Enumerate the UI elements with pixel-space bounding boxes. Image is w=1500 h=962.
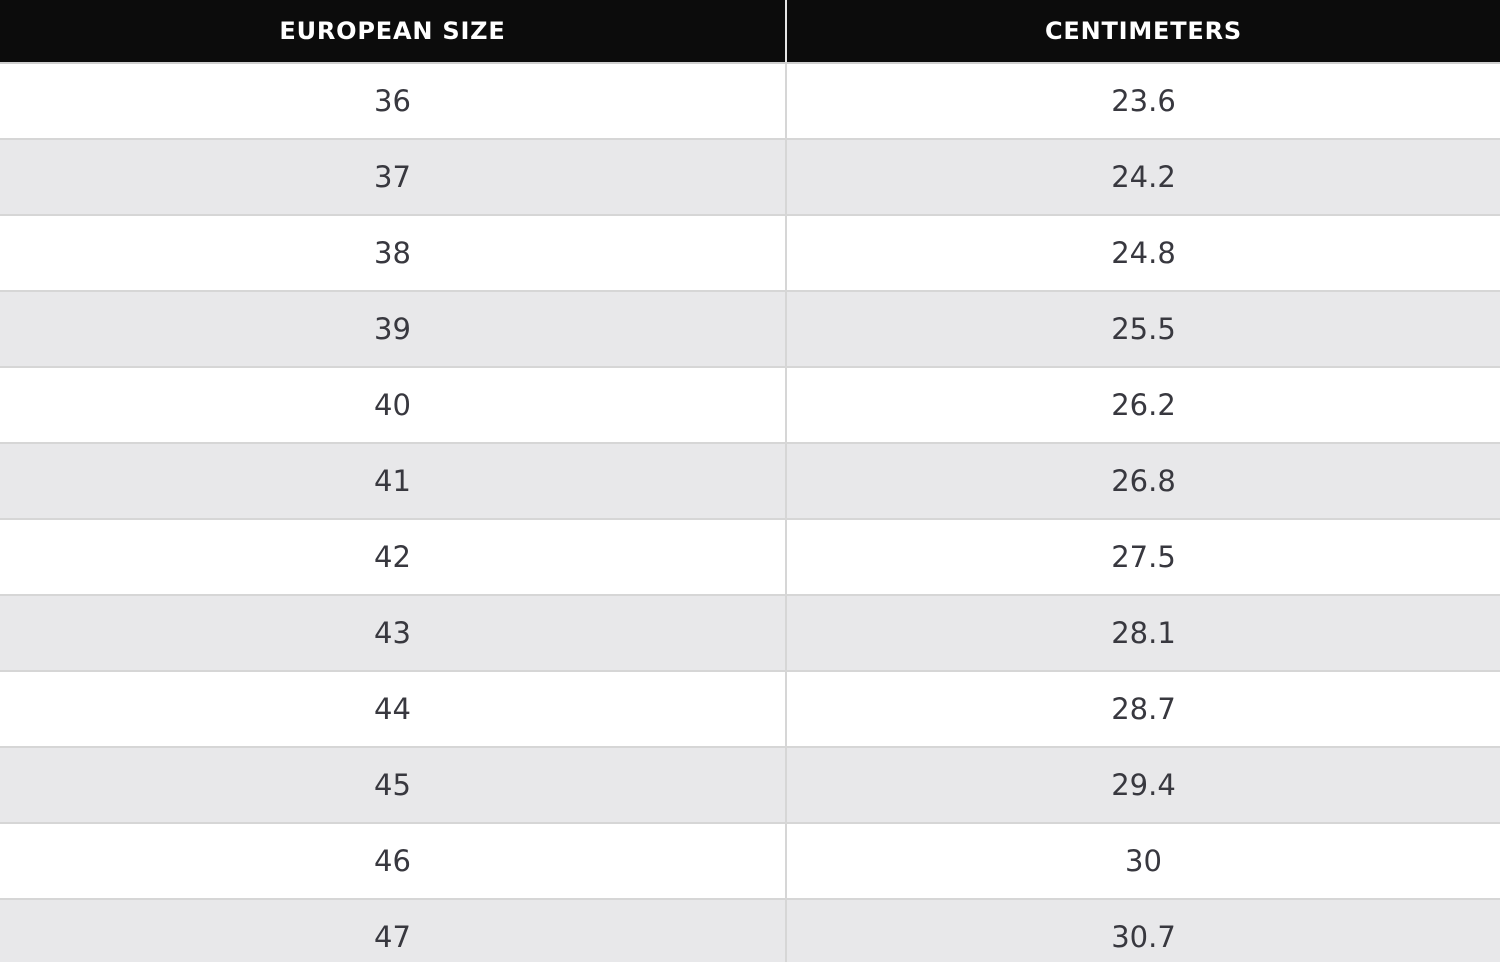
cm-value-cell: 28.7 bbox=[785, 671, 1500, 748]
cm-value-cell: 24.2 bbox=[785, 139, 1500, 216]
table-row: 46 30 bbox=[0, 823, 1500, 900]
eu-size-cell: 46 bbox=[0, 823, 786, 900]
table-row: 44 28.7 bbox=[0, 671, 1500, 748]
cm-value-cell: 30 bbox=[785, 823, 1500, 900]
eu-size-cell: 37 bbox=[0, 139, 786, 216]
column-header-centimeters: CENTIMETERS bbox=[785, 0, 1500, 64]
eu-size-cell: 40 bbox=[0, 367, 786, 444]
cm-value-cell: 28.1 bbox=[785, 595, 1500, 672]
cm-value-cell: 26.2 bbox=[785, 367, 1500, 444]
cm-value-cell: 30.7 bbox=[785, 899, 1500, 962]
table-row: 42 27.5 bbox=[0, 519, 1500, 596]
table-row: 45 29.4 bbox=[0, 747, 1500, 824]
table-row: 38 24.8 bbox=[0, 215, 1500, 292]
table-row: 39 25.5 bbox=[0, 291, 1500, 368]
table-row: 47 30.7 bbox=[0, 899, 1500, 962]
eu-size-cell: 42 bbox=[0, 519, 786, 596]
cm-value-cell: 26.8 bbox=[785, 443, 1500, 520]
header-row: EUROPEAN SIZE CENTIMETERS bbox=[0, 0, 1500, 64]
table-row: 41 26.8 bbox=[0, 443, 1500, 520]
eu-size-cell: 41 bbox=[0, 443, 786, 520]
eu-size-cell: 38 bbox=[0, 215, 786, 292]
eu-size-cell: 39 bbox=[0, 291, 786, 368]
cm-value-cell: 25.5 bbox=[785, 291, 1500, 368]
table-row: 43 28.1 bbox=[0, 595, 1500, 672]
cm-value-cell: 23.6 bbox=[785, 63, 1500, 140]
cm-value-cell: 24.8 bbox=[785, 215, 1500, 292]
eu-size-cell: 45 bbox=[0, 747, 786, 824]
column-header-european-size: EUROPEAN SIZE bbox=[0, 0, 786, 64]
table-row: 37 24.2 bbox=[0, 139, 1500, 216]
table-row: 40 26.2 bbox=[0, 367, 1500, 444]
cm-value-cell: 27.5 bbox=[785, 519, 1500, 596]
cm-value-cell: 29.4 bbox=[785, 747, 1500, 824]
table-row: 36 23.6 bbox=[0, 63, 1500, 140]
eu-size-cell: 43 bbox=[0, 595, 786, 672]
eu-size-cell: 36 bbox=[0, 63, 786, 140]
eu-size-cell: 44 bbox=[0, 671, 786, 748]
eu-size-cell: 47 bbox=[0, 899, 786, 962]
